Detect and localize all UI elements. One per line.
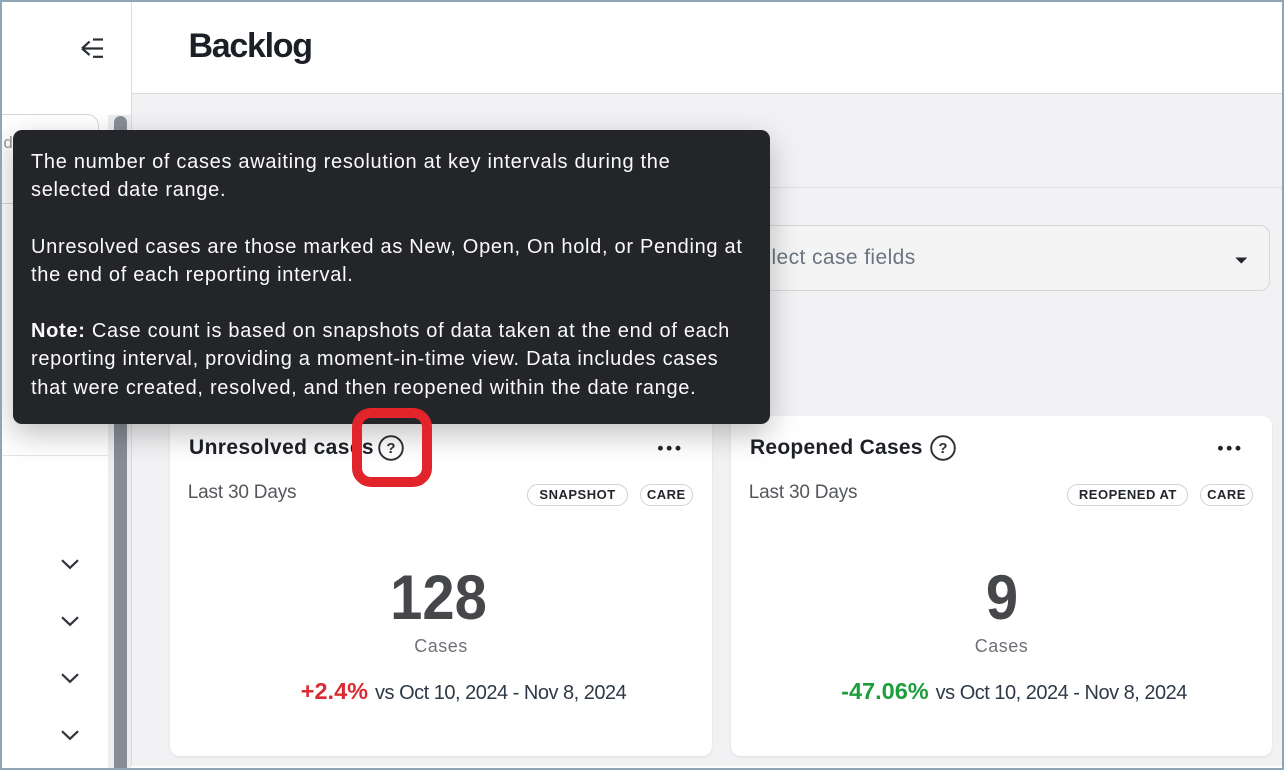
- svg-text:?: ?: [939, 440, 948, 457]
- svg-text:?: ?: [386, 440, 395, 457]
